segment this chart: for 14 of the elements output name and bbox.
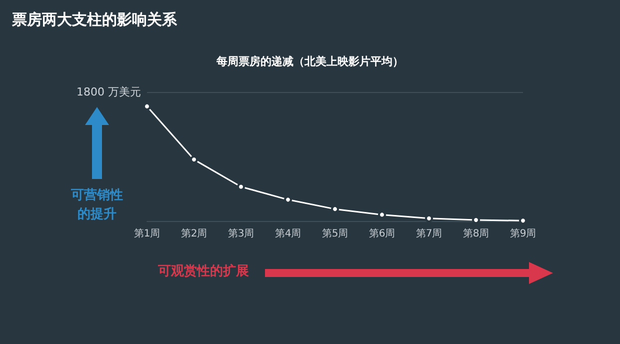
x-tick-label: 第5周 — [322, 228, 348, 240]
chart-title: 票房两大支柱的影响关系 — [11, 10, 178, 28]
x-tick-label: 第9周 — [510, 228, 536, 240]
text: 可营销性的提升 — [70, 187, 123, 222]
x-tick-label: 第1周 — [134, 228, 160, 240]
x-tick-label: 第8周 — [462, 228, 490, 240]
x-tick-label: 第4周 — [274, 228, 302, 240]
x-tick-label: 第2周 — [180, 228, 208, 240]
text: 可观赏性的扩展 — [157, 263, 249, 279]
chart-subtitle: 每周票房的递减（北美上映影片平均） — [216, 55, 404, 68]
x-tick-label: 第3周 — [228, 228, 254, 240]
x-tick-label: 第7周 — [416, 228, 442, 240]
ref-line-label: 1800 万美元 — [76, 86, 141, 98]
x-tick-label: 第6周 — [368, 228, 396, 240]
